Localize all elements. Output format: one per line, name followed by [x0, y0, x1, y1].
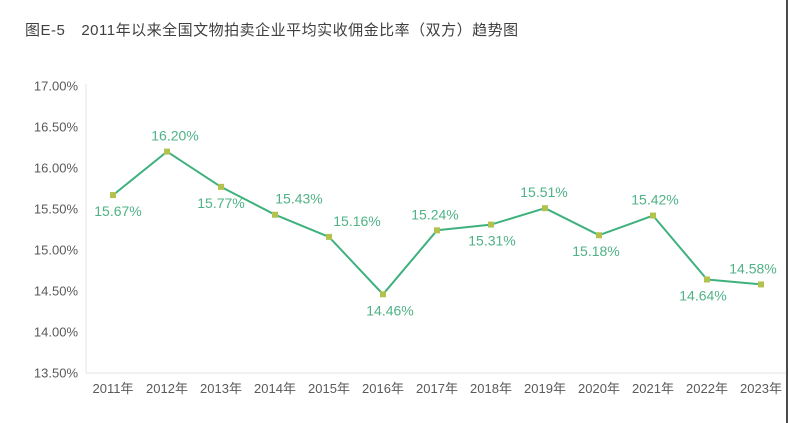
x-axis-tick-label: 2017年	[416, 381, 458, 396]
data-point-marker	[758, 281, 764, 288]
y-axis-tick-label: 16.50%	[34, 120, 79, 135]
y-axis-tick-label: 14.00%	[34, 325, 79, 340]
data-point-label: 15.77%	[197, 195, 244, 211]
data-point-label: 15.67%	[94, 203, 141, 219]
data-point-label: 14.64%	[679, 288, 726, 304]
y-axis-tick-label: 15.00%	[34, 243, 79, 258]
data-point-marker	[380, 291, 386, 298]
data-point-marker	[650, 212, 656, 219]
data-point-marker	[110, 192, 116, 199]
x-axis-tick-label: 2023年	[740, 381, 782, 396]
x-axis-tick-label: 2018年	[470, 381, 512, 396]
data-point-label: 15.31%	[468, 233, 515, 249]
x-axis-tick-label: 2016年	[362, 381, 404, 396]
figure-number: 图E-5	[25, 22, 66, 39]
data-point-label: 15.18%	[572, 243, 619, 259]
y-axis-tick-label: 17.00%	[34, 79, 79, 94]
data-point-label: 15.42%	[631, 192, 678, 208]
data-point-marker	[164, 148, 170, 155]
data-point-marker	[542, 205, 548, 212]
x-axis-tick-label: 2013年	[200, 381, 242, 396]
data-point-marker	[326, 233, 332, 240]
data-point-label: 15.16%	[333, 213, 380, 229]
data-point-label: 15.24%	[411, 206, 458, 222]
data-point-marker	[596, 232, 602, 239]
x-axis-tick-label: 2021年	[632, 381, 674, 396]
data-point-marker	[434, 227, 440, 234]
x-axis-tick-label: 2019年	[524, 381, 566, 396]
data-point-label: 15.43%	[275, 191, 322, 207]
data-point-marker	[488, 221, 494, 228]
x-axis-tick-label: 2015年	[308, 381, 350, 396]
x-axis-tick-label: 2014年	[254, 381, 296, 396]
x-axis-tick-label: 2020年	[578, 381, 620, 396]
figure-title: 图E-5 2011年以来全国文物拍卖企业平均实收佣金比率（双方）趋势图	[25, 19, 519, 40]
x-axis-tick-label: 2011年	[93, 381, 134, 396]
y-axis-tick-label: 16.00%	[34, 161, 79, 176]
x-axis-tick-label: 2012年	[146, 381, 188, 396]
data-point-marker	[272, 211, 278, 218]
series-line	[112, 150, 762, 296]
data-point-label: 14.58%	[729, 260, 776, 276]
y-axis-tick-label: 13.50%	[34, 366, 79, 381]
y-axis-tick-label: 14.50%	[34, 284, 79, 299]
data-point-label: 16.20%	[151, 128, 198, 144]
data-point-label: 15.51%	[520, 184, 567, 200]
y-axis-tick-label: 15.50%	[34, 202, 79, 217]
x-axis-tick-label: 2022年	[686, 381, 728, 396]
data-point-label: 14.46%	[366, 302, 413, 318]
data-point-marker	[704, 276, 710, 283]
data-point-marker	[218, 183, 224, 190]
page-right-border	[786, 0, 788, 423]
figure-title-text: 2011年以来全国文物拍卖企业平均实收佣金比率（双方）趋势图	[81, 22, 519, 39]
